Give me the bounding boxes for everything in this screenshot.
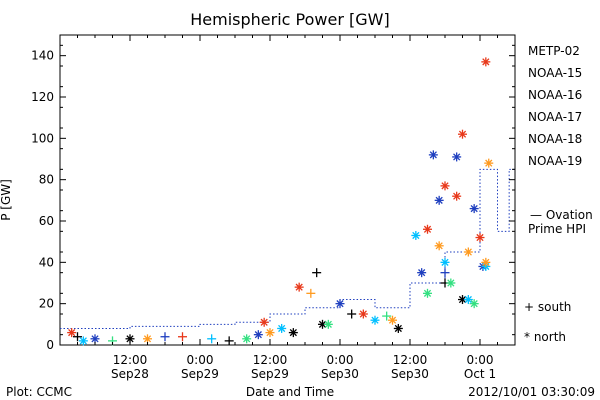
legend-item-metp-02: METP-02 [528, 44, 580, 58]
data-point [458, 129, 467, 139]
x-tick-sublabel: Sep30 [321, 367, 359, 381]
data-point [382, 311, 392, 321]
data-point [417, 268, 427, 278]
data-point [253, 330, 263, 340]
data-point [259, 317, 269, 327]
data-point [463, 295, 473, 305]
legend-item-noaa-16: NOAA-16 [528, 88, 582, 102]
data-point [452, 152, 462, 162]
y-tick-label: 20 [39, 297, 54, 311]
x-tick-sublabel: Sep29 [251, 367, 289, 381]
y-tick-label: 0 [46, 338, 54, 352]
data-point [277, 323, 287, 333]
data-point [475, 233, 485, 243]
data-point [469, 204, 479, 214]
data-point [288, 328, 298, 338]
plot-area-border [59, 34, 516, 346]
x-tick-label: 0:00 [187, 353, 214, 367]
data-point [78, 336, 88, 346]
x-tick-label: 12:00 [393, 353, 428, 367]
data-point [312, 268, 322, 278]
data-point [347, 309, 357, 319]
y-tick-label: 80 [39, 173, 54, 187]
data-point [265, 328, 275, 338]
data-point [207, 334, 217, 344]
x-tick-sublabel: Sep29 [181, 367, 219, 381]
x-axis-ticks: 12:00Sep280:00Sep2912:00Sep290:00Sep3012… [59, 35, 516, 381]
legend-ovation-line1: — Ovation [530, 208, 593, 222]
data-point [388, 315, 397, 325]
x-tick-label: 12:00 [113, 353, 148, 367]
data-point [434, 241, 444, 251]
plot-frame [59, 34, 516, 346]
x-tick-sublabel: Oct 1 [464, 367, 496, 381]
data-points [67, 57, 494, 346]
legend-ovation-line2: Prime HPI [528, 222, 586, 236]
x-tick-label: 0:00 [467, 353, 494, 367]
x-tick-sublabel: Sep28 [111, 367, 149, 381]
data-point [67, 328, 77, 338]
ovation-hpi-line [60, 168, 515, 329]
data-point [423, 288, 432, 298]
footer-left: Plot: CCMC [6, 385, 72, 399]
legend-south: + south [524, 300, 571, 314]
chart-title: Hemispheric Power [GW] [190, 10, 389, 29]
y-tick-label: 120 [31, 90, 54, 104]
legend-item-noaa-19: NOAA-19 [528, 154, 582, 168]
footer: Plot: CCMC Date and Time 2012/10/01 03:3… [6, 385, 595, 399]
x-tick-sublabel: Sep30 [391, 367, 429, 381]
data-point [160, 332, 170, 342]
data-point [370, 315, 380, 325]
data-point [446, 278, 456, 288]
footer-right: 2012/10/01 03:30:09 [468, 385, 595, 399]
y-tick-label: 40 [39, 255, 54, 269]
svg-text:P [GW]: P [GW] [0, 179, 13, 221]
data-point [143, 334, 152, 344]
y-axis-label: P [GW] [0, 179, 13, 221]
legend-item-noaa-18: NOAA-18 [528, 132, 582, 146]
data-point [306, 288, 316, 298]
y-tick-label: 140 [31, 49, 54, 63]
data-point [440, 257, 450, 267]
data-point [294, 282, 304, 292]
data-point [393, 323, 403, 333]
legend-item-noaa-17: NOAA-17 [528, 110, 582, 124]
data-point [90, 334, 100, 344]
data-point [484, 158, 494, 168]
data-point [125, 334, 135, 344]
data-point [463, 247, 473, 257]
data-point [242, 334, 252, 344]
data-point [434, 195, 444, 205]
legend-north: * north [524, 330, 566, 344]
data-point [73, 332, 82, 342]
ovation-line [60, 168, 515, 329]
data-point [481, 257, 491, 267]
data-point [335, 299, 345, 309]
y-axis-ticks: 0 20 40 60 80 100 120 140 [31, 44, 515, 352]
x-tick-label: 12:00 [253, 353, 288, 367]
legend: METP-02 NOAA-15 NOAA-16 NOAA-17 NOAA-18 … [524, 44, 593, 344]
data-point [224, 336, 234, 346]
y-tick-label: 60 [39, 214, 54, 228]
data-point [423, 224, 432, 234]
data-point [481, 57, 491, 67]
footer-center: Date and Time [246, 385, 334, 399]
data-point [178, 332, 187, 342]
data-point [358, 309, 368, 319]
data-point [323, 319, 333, 329]
data-point [452, 191, 462, 201]
legend-item-noaa-15: NOAA-15 [528, 66, 582, 80]
data-point [440, 268, 450, 278]
data-point [440, 181, 450, 191]
data-point [428, 150, 438, 160]
data-point [469, 299, 479, 309]
y-tick-label: 100 [31, 131, 54, 145]
x-tick-label: 0:00 [327, 353, 354, 367]
data-point [411, 230, 421, 240]
